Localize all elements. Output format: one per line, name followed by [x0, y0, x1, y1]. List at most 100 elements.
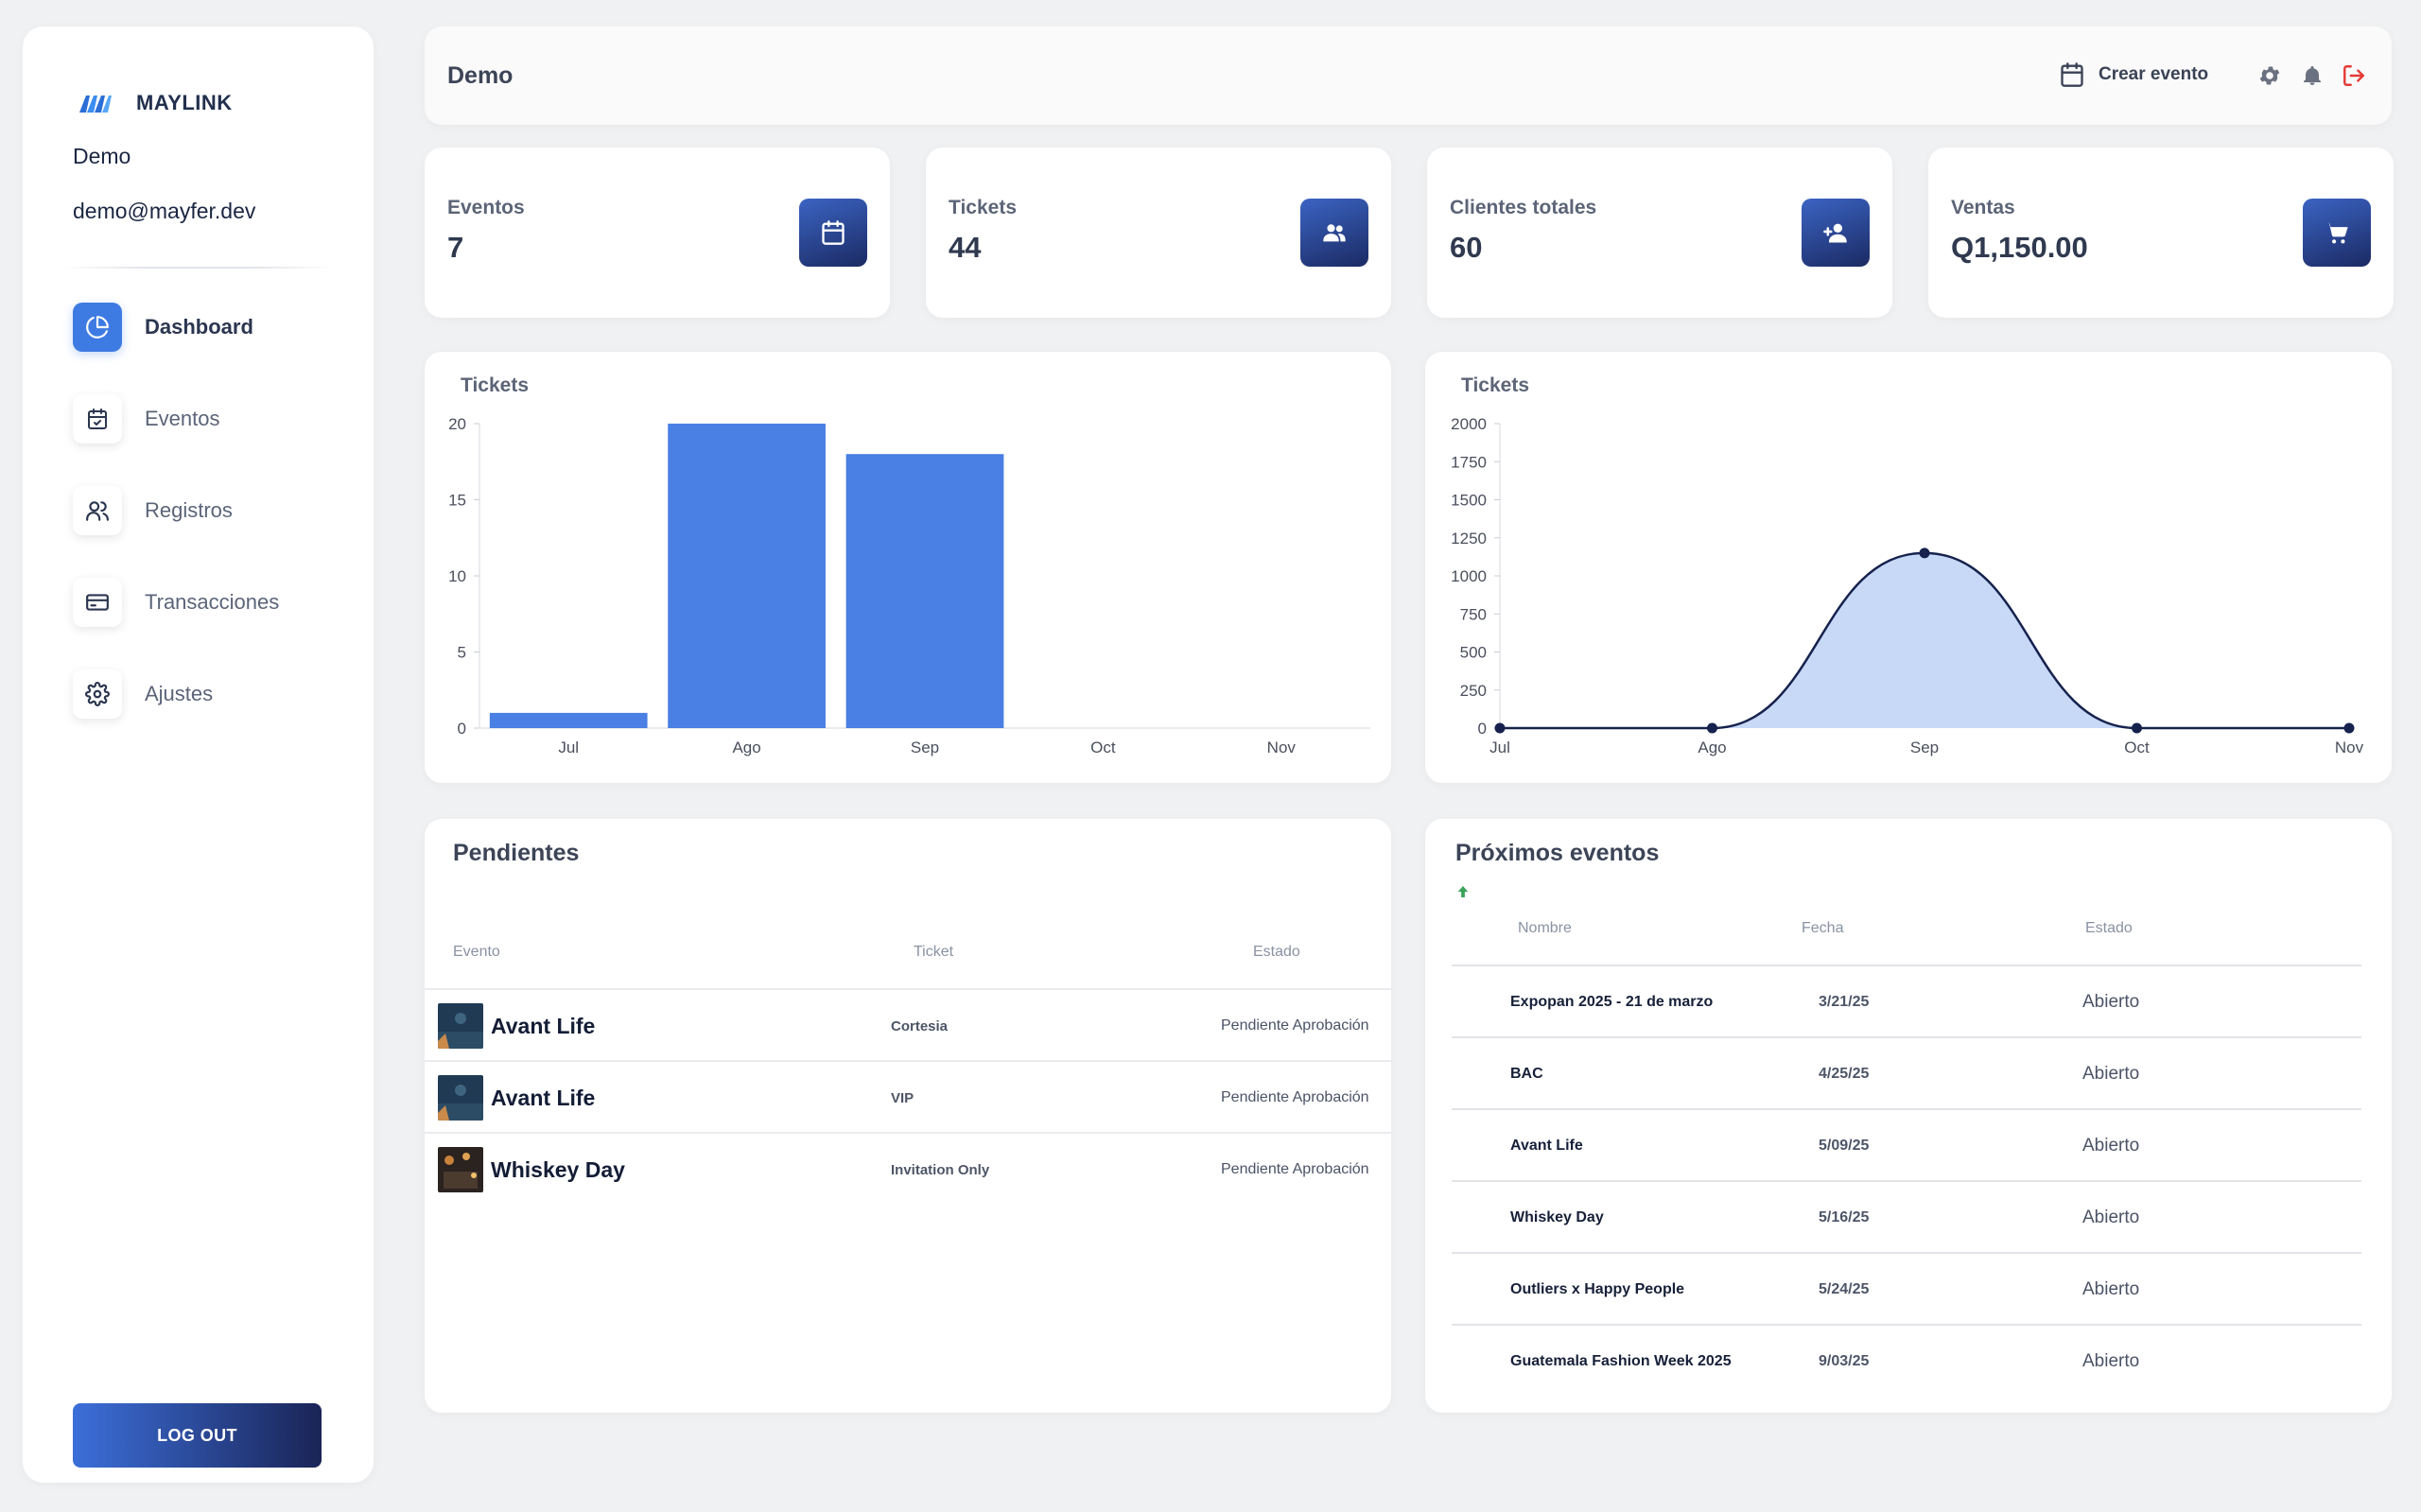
- sidebar-item-label: Ajustes: [145, 682, 214, 705]
- status-text: Abierto: [2082, 1279, 2140, 1299]
- x-tick-label: Nov: [1267, 739, 1297, 756]
- x-tick-label: Jul: [558, 739, 579, 756]
- cart-icon: [2303, 199, 2371, 267]
- column-header-fecha[interactable]: Fecha: [1802, 920, 1844, 936]
- stat-card-tickets: Tickets 44: [926, 148, 1391, 318]
- table-row[interactable]: Avant Life Cortesia Pendiente Aprobación: [425, 988, 1391, 1060]
- y-tick-label: 1250: [1451, 530, 1487, 547]
- y-tick-label: 5: [458, 644, 466, 662]
- status-text: Abierto: [2082, 1064, 2140, 1084]
- top-bar: Demo Crear evento: [425, 26, 2392, 125]
- status-text: Pendiente Aprobación: [1221, 1017, 1369, 1034]
- chart-title: Tickets: [461, 374, 529, 396]
- status-text: Pendiente Aprobación: [1221, 1161, 1369, 1177]
- stat-value: Q1,150.00: [1951, 231, 2088, 264]
- y-tick-label: 500: [1460, 644, 1487, 662]
- sidebar-item-dashboard[interactable]: Dashboard: [73, 303, 279, 352]
- chart-title: Tickets: [1461, 374, 1529, 396]
- brand-name: MAYLINK: [136, 91, 233, 114]
- column-header-estado[interactable]: Estado: [1253, 944, 1300, 960]
- pending-table-card: Pendientes Evento Ticket Estado Avant Li…: [425, 819, 1391, 1413]
- user-plus-icon: [1802, 199, 1870, 267]
- upcoming-events-card: Próximos eventos Nombre Fecha Estado Exp…: [1425, 819, 2392, 1413]
- sidebar-item-transacciones[interactable]: Transacciones: [73, 578, 279, 627]
- sidebar-item-ajustes[interactable]: Ajustes: [73, 669, 279, 719]
- x-tick-label: Ago: [732, 739, 760, 756]
- event-date: 3/21/25: [1819, 994, 1870, 1010]
- maylink-logo-icon: [79, 96, 112, 113]
- sidebar-item-label: Transacciones: [145, 590, 280, 614]
- sidebar-divider: [61, 267, 335, 269]
- sidebar-item-label: Dashboard: [145, 315, 253, 339]
- credit-card-icon: [73, 578, 122, 627]
- area-fill: [1500, 552, 2349, 728]
- status-text: Abierto: [2082, 992, 2140, 1012]
- data-point-jul: [1494, 722, 1506, 734]
- event-date: 5/09/25: [1819, 1138, 1870, 1154]
- stat-card-clientes: Clientes totales 60: [1427, 148, 1892, 318]
- event-name: Whiskey Day: [491, 1156, 625, 1182]
- ticket-type: VIP: [891, 1089, 914, 1106]
- sidebar-nav: Dashboard Eventos Registros: [73, 303, 279, 761]
- event-date: 4/25/25: [1819, 1066, 1870, 1082]
- calendar-check-icon: [73, 394, 122, 443]
- sidebar-item-eventos[interactable]: Eventos: [73, 394, 279, 443]
- stat-value: 44: [949, 231, 982, 264]
- table-row[interactable]: Avant Life 5/09/25 Abierto: [1452, 1110, 2361, 1182]
- status-text: Pendiente Aprobación: [1221, 1089, 1369, 1105]
- sidebar-item-label: Registros: [145, 498, 233, 522]
- user-name: Demo: [73, 144, 131, 168]
- stat-label: Eventos: [447, 197, 525, 218]
- y-tick-label: 20: [448, 415, 466, 433]
- event-thumbnail: [438, 1075, 483, 1121]
- table-row[interactable]: Whiskey Day Invitation Only Pendiente Ap…: [425, 1132, 1391, 1204]
- column-header-evento[interactable]: Evento: [453, 944, 500, 960]
- sidebar: MAYLINK Demo demo@mayfer.dev Dashboard E…: [23, 26, 374, 1483]
- data-point-ago: [1707, 722, 1717, 734]
- column-header-nombre[interactable]: Nombre: [1518, 920, 1572, 936]
- gear-icon: [73, 669, 122, 719]
- table-row[interactable]: Avant Life VIP Pendiente Aprobación: [425, 1060, 1391, 1132]
- stat-value: 7: [447, 231, 464, 264]
- calendar-icon: [799, 199, 867, 267]
- event-name: BAC: [1510, 1066, 1543, 1082]
- data-point-oct: [2132, 722, 2142, 734]
- x-tick-label: Oct: [2124, 739, 2150, 756]
- sort-arrow-up-icon[interactable]: [1454, 883, 1472, 900]
- y-tick-label: 2000: [1451, 415, 1487, 433]
- x-tick-label: Oct: [1090, 739, 1116, 756]
- column-header-estado[interactable]: Estado: [2085, 920, 2133, 936]
- table-row[interactable]: Outliers x Happy People 5/24/25 Abierto: [1452, 1254, 2361, 1326]
- sidebar-item-registros[interactable]: Registros: [73, 486, 279, 535]
- event-name: Outliers x Happy People: [1510, 1281, 1685, 1297]
- gear-icon[interactable]: [2256, 61, 2284, 90]
- brand[interactable]: MAYLINK: [79, 91, 233, 115]
- users-icon: [1300, 199, 1368, 267]
- x-tick-label: Ago: [1698, 739, 1726, 756]
- logout-icon[interactable]: [2340, 61, 2368, 90]
- event-name: Whiskey Day: [1510, 1209, 1604, 1225]
- logout-button[interactable]: LOG OUT: [73, 1403, 322, 1468]
- bar-ago: [668, 424, 826, 728]
- column-header-ticket[interactable]: Ticket: [914, 944, 954, 960]
- bell-icon[interactable]: [2298, 61, 2326, 90]
- ticket-type: Cortesia: [891, 1017, 949, 1034]
- create-event-button[interactable]: Crear evento: [2059, 61, 2208, 88]
- bar-jul: [489, 712, 648, 728]
- table-row[interactable]: BAC 4/25/25 Abierto: [1452, 1038, 2361, 1110]
- table-row[interactable]: Expopan 2025 - 21 de marzo 3/21/25 Abier…: [1452, 966, 2361, 1038]
- y-tick-label: 250: [1460, 682, 1487, 700]
- event-thumbnail: [438, 1003, 483, 1049]
- data-point-nov: [2343, 722, 2355, 734]
- event-date: 9/03/25: [1819, 1353, 1870, 1369]
- sidebar-item-label: Eventos: [145, 407, 220, 430]
- table-row[interactable]: Guatemala Fashion Week 2025 9/03/25 Abie…: [1452, 1326, 2361, 1398]
- tickets-bar-chart: 0 5 10 15 20 Jul Ago Sep Oct Nov: [448, 415, 1370, 756]
- event-thumbnail: [438, 1147, 483, 1192]
- x-tick-label: Jul: [1489, 739, 1510, 756]
- pending-title: Pendientes: [453, 840, 580, 866]
- y-tick-label: 1000: [1451, 567, 1487, 585]
- event-name: Avant Life: [491, 1013, 596, 1038]
- page-title: Demo: [447, 62, 514, 89]
- table-row[interactable]: Whiskey Day 5/16/25 Abierto: [1452, 1182, 2361, 1254]
